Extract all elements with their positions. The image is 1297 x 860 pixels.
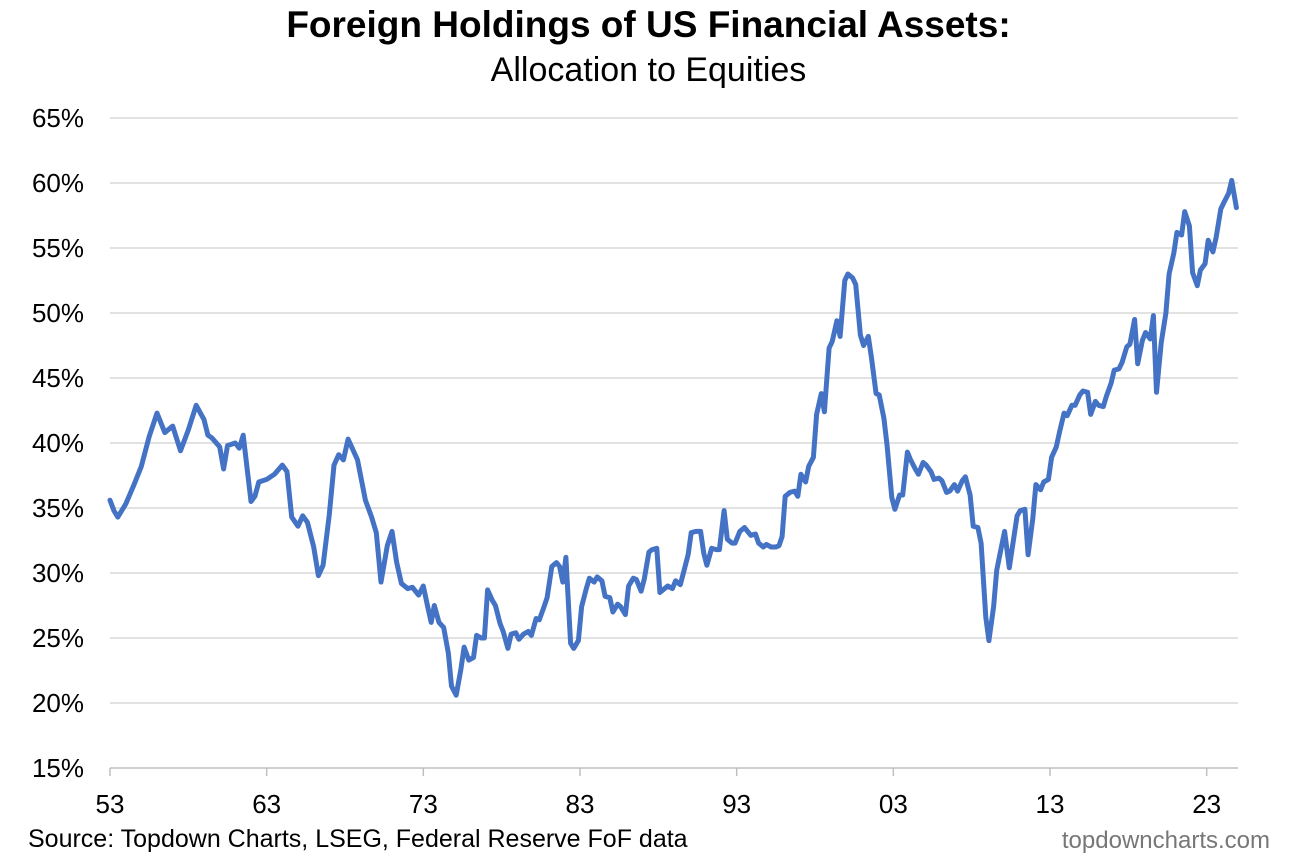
series-line-equity-allocation bbox=[107, 177, 1239, 698]
y-tick-label: 35% bbox=[32, 493, 84, 523]
source-note: Source: Topdown Charts, LSEG, Federal Re… bbox=[28, 825, 688, 853]
x-tick-label: 83 bbox=[566, 789, 595, 819]
x-tick-label: 93 bbox=[722, 789, 751, 819]
chart-subtitle: Allocation to Equities bbox=[490, 51, 807, 89]
y-tick-label: 55% bbox=[32, 233, 84, 263]
website-credit: topdowncharts.com bbox=[1061, 827, 1270, 854]
x-tick-label: 73 bbox=[409, 789, 438, 819]
x-tick-label: 23 bbox=[1192, 789, 1221, 819]
y-tick-label: 65% bbox=[32, 103, 84, 133]
y-tick-label: 30% bbox=[32, 558, 84, 588]
y-tick-label: 45% bbox=[32, 363, 84, 393]
gridlines bbox=[110, 117, 1238, 704]
y-tick-label: 50% bbox=[32, 298, 84, 328]
y-tick-label: 40% bbox=[32, 428, 84, 458]
y-tick-label: 25% bbox=[32, 623, 84, 653]
x-tick-label: 53 bbox=[96, 789, 125, 819]
x-tick-label: 13 bbox=[1036, 789, 1065, 819]
y-tick-label: 60% bbox=[32, 168, 84, 198]
x-axis: 53 63 73 83 93 03 13 23 bbox=[96, 767, 1238, 819]
x-tick-label: 63 bbox=[252, 789, 281, 819]
y-tick-label: 20% bbox=[32, 688, 84, 718]
series-group bbox=[107, 177, 1239, 698]
y-tick-label: 15% bbox=[32, 753, 84, 783]
x-tick-label: 03 bbox=[879, 789, 908, 819]
y-axis-ticks: 15% 20% 25% 30% 35% 40% 45% 50% 55% 60% 65% bbox=[32, 103, 84, 783]
chart-title: Foreign Holdings of US Financial Assets: bbox=[286, 4, 1011, 45]
